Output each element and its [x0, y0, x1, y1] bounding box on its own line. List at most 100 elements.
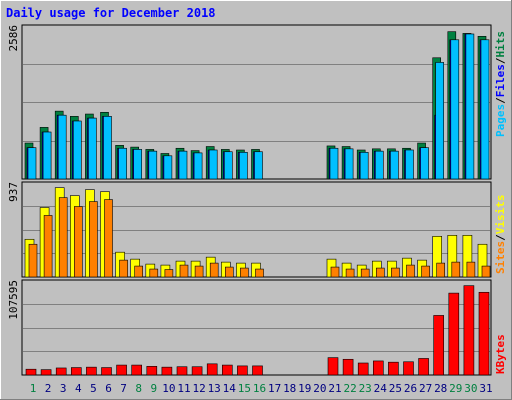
day-label: 8 [135, 382, 142, 395]
kbytes-bar [25, 368, 37, 376]
pages-bar [239, 152, 248, 180]
series-legend: Sites/Visits [494, 195, 507, 275]
pages-bar [27, 147, 37, 180]
legend-visits: Visits [494, 195, 507, 235]
day-label: 10 [162, 382, 175, 395]
legend-slash: / [494, 57, 507, 64]
day-label: 21 [328, 382, 341, 395]
day-label: 18 [283, 382, 296, 395]
sites-bar [43, 215, 53, 278]
legend-slash: / [494, 234, 507, 241]
day-label: 15 [238, 382, 251, 395]
sites-bar [330, 266, 340, 278]
day-label: 30 [464, 382, 477, 395]
sites-bar [375, 267, 385, 278]
day-label: 17 [268, 382, 281, 395]
legend-hits: Hits [494, 31, 507, 58]
kbytes-bar [478, 291, 490, 376]
kbytes-bar [161, 366, 173, 376]
kbytes-bar [146, 366, 158, 376]
kbytes-bar [448, 292, 460, 376]
kbytes-bar [71, 367, 82, 376]
kbytes-bar [176, 366, 188, 376]
legend-text: Pages/Files/Hits [494, 31, 507, 137]
legend-kbytes: KBytes [494, 334, 507, 374]
pages-bar [103, 116, 112, 180]
sites-bar [89, 201, 98, 278]
day-label: 29 [449, 382, 462, 395]
pages-bar [178, 150, 188, 180]
pages-bar [374, 150, 384, 180]
sites-bar [466, 261, 476, 278]
sites-bar [149, 268, 159, 278]
day-label: 6 [105, 382, 112, 395]
kbytes-bar [86, 366, 97, 376]
kbytes-bar [237, 365, 248, 376]
legend-slash: / [494, 97, 507, 104]
day-label: 16 [253, 382, 266, 395]
kbytes-bar [252, 365, 263, 376]
pages-bar [329, 147, 339, 180]
day-label: 11 [177, 382, 190, 395]
day-label: 28 [434, 382, 447, 395]
day-label: 31 [479, 382, 492, 395]
legend-sites: Sites [494, 241, 507, 274]
pages-bar [359, 152, 369, 180]
sites-bar [134, 265, 143, 278]
day-label: 22 [343, 382, 356, 395]
kbytes-bar [40, 369, 52, 376]
kbytes-bar [418, 358, 429, 376]
legend-files: Files [494, 64, 507, 97]
pages-bar [208, 149, 218, 180]
pages-bar [42, 131, 52, 180]
pages-bar [133, 149, 142, 180]
sites-bar [58, 197, 68, 278]
legend-text: Sites/Visits [494, 195, 507, 275]
sites-bar [225, 266, 234, 278]
day-label: 4 [75, 382, 82, 395]
panel-visits [21, 181, 492, 278]
pages-bar [254, 151, 263, 180]
kbytes-bar [433, 315, 445, 376]
pages-bar [163, 155, 173, 180]
sites-bar [481, 265, 491, 278]
sites-bar [164, 269, 174, 278]
kbytes-bar [55, 367, 67, 376]
pages-bar [405, 149, 414, 180]
chart-title: Daily usage for December 2018 [6, 6, 216, 20]
day-label: 12 [192, 382, 205, 395]
day-label: 7 [120, 382, 127, 395]
sites-bar [360, 268, 370, 278]
sites-bar [240, 267, 249, 278]
sites-bar [194, 265, 204, 278]
day-label: 27 [419, 382, 432, 395]
sites-bar [421, 265, 430, 278]
sites-bar [179, 264, 189, 278]
pages-bar [450, 39, 460, 180]
kbytes-bar [388, 361, 399, 376]
sites-bar [28, 243, 38, 278]
day-label: 25 [389, 382, 402, 395]
sites-bar [345, 268, 355, 278]
ymax-label-hits: 2586 [7, 25, 20, 52]
day-labels: 1 2 3 4 5 6 7 8 9 10 11 12 13 14 15 16 17 18 19 20 21 22 23 24 2… [30, 382, 493, 395]
pages-bar [344, 148, 354, 180]
pages-bar [420, 147, 429, 180]
day-label: 14 [223, 382, 237, 395]
sites-bar [406, 264, 415, 278]
day-label: 20 [313, 382, 326, 395]
day-label: 2 [45, 382, 52, 395]
sites-bar [436, 262, 446, 278]
day-label: 23 [359, 382, 372, 395]
pages-bar [480, 39, 490, 180]
day-label: 1 [30, 382, 37, 395]
kbytes-bar [357, 362, 369, 376]
kbytes-bar [206, 363, 218, 376]
kbytes-bar [372, 360, 384, 376]
sites-bar [255, 268, 264, 278]
pages-bar [88, 117, 97, 180]
pages-bar [465, 33, 475, 180]
kbytes-bar [327, 357, 339, 376]
